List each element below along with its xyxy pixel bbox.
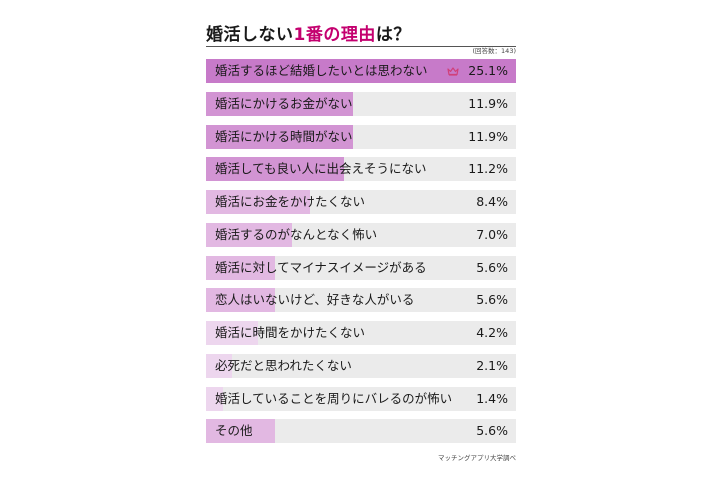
bar-category-label: 婚活しても良い人に出会えそうにない [215,161,427,177]
bar-category-label: 婚活にかける時間がない [215,128,353,144]
bar [206,222,293,247]
bar-value-label: 1.4% [476,390,508,406]
bar-row: その他 5.6% [206,419,516,444]
bar [206,124,353,149]
bar-row: 婚活にかける時間がない 11.9% [206,124,516,149]
bar-category-label: 婚活にかけるお金がない [215,95,353,111]
bar-row: 婚活に時間をかけたくない 4.2% [206,321,516,345]
bar-value-label: 4.2% [476,325,508,340]
bar [206,91,353,116]
bar [206,157,345,182]
respondent-count: (回答数：143) [472,47,516,55]
bar-chart: 婚活するほど結婚したいとは思わない 25.1% 婚活にかけるお金がない 11.9% 婚活… [206,59,516,449]
bar [206,255,276,280]
bar-row: 必死だと思われたくない 2.1% [206,353,516,378]
bar-row: 婚活にお金をかけたくない 8.4% [206,190,516,214]
bar-value-label: 7.0% [476,226,508,242]
bar-category-label: 婚活するほど結婚したいとは思わない [215,63,428,78]
chart-title: 婚活しない1番の理由は？ [206,20,411,45]
bar-value-label: 8.4% [476,194,508,209]
bar-category-label: 婚活に対してマイナスイメージがある [215,259,427,275]
bar [206,419,276,444]
bar-category-label: 恋人はいないけど、好きな人がいる [215,292,415,308]
chart-title-prefix: 婚活しない [206,25,294,45]
bar-row: 婚活するのがなんとなく怖い 7.0% [206,222,516,247]
bar [206,353,232,378]
bar-category-label: その他 [215,423,253,439]
bar-value-label: 2.1% [476,357,508,373]
bar-category-label: 婚活にお金をかけたくない [215,194,366,209]
bar-category-label: 婚活するのがなんとなく怖い [215,226,378,242]
bar-row: 婚活に対してマイナスイメージがある 5.6% [206,255,516,280]
bar-category-label: 必死だと思われたくない [215,357,352,373]
bar-row: 婚活するほど結婚したいとは思わない 25.1% [206,59,516,83]
source-note: マッチングアプリ大学調べ [438,454,516,462]
bar-row: 恋人はいないけど、好きな人がいる 5.6% [206,288,516,313]
bar-value-label: 5.6% [476,423,508,439]
bar-value-label: 25.1% [468,63,508,78]
bar-row: 婚活していることを周りにバレるのが怖い 1.4% [206,386,516,411]
bar [206,190,310,214]
bar [206,59,516,83]
bar-row: 婚活しても良い人に出会えそうにない 11.2% [206,157,516,182]
bar-value-label: 11.9% [468,95,508,111]
bar-row: 婚活にかけるお金がない 11.9% [206,91,516,116]
bar-category-label: 婚活に時間をかけたくない [215,325,366,340]
chart-title-suffix: は？ [375,25,411,45]
bar [206,288,276,313]
bar-value-label: 5.6% [476,259,508,275]
bar [206,386,224,411]
bar-value-label: 11.2% [468,161,508,177]
chart-title-highlight: 1番の理由 [293,25,376,45]
bar-category-label: 婚活していることを周りにバレるのが怖い [215,390,453,406]
title-divider [206,46,516,47]
bar [206,321,258,345]
bar-value-label: 5.6% [476,292,508,308]
bar-value-label: 11.9% [468,128,508,144]
crown-icon [447,67,459,76]
